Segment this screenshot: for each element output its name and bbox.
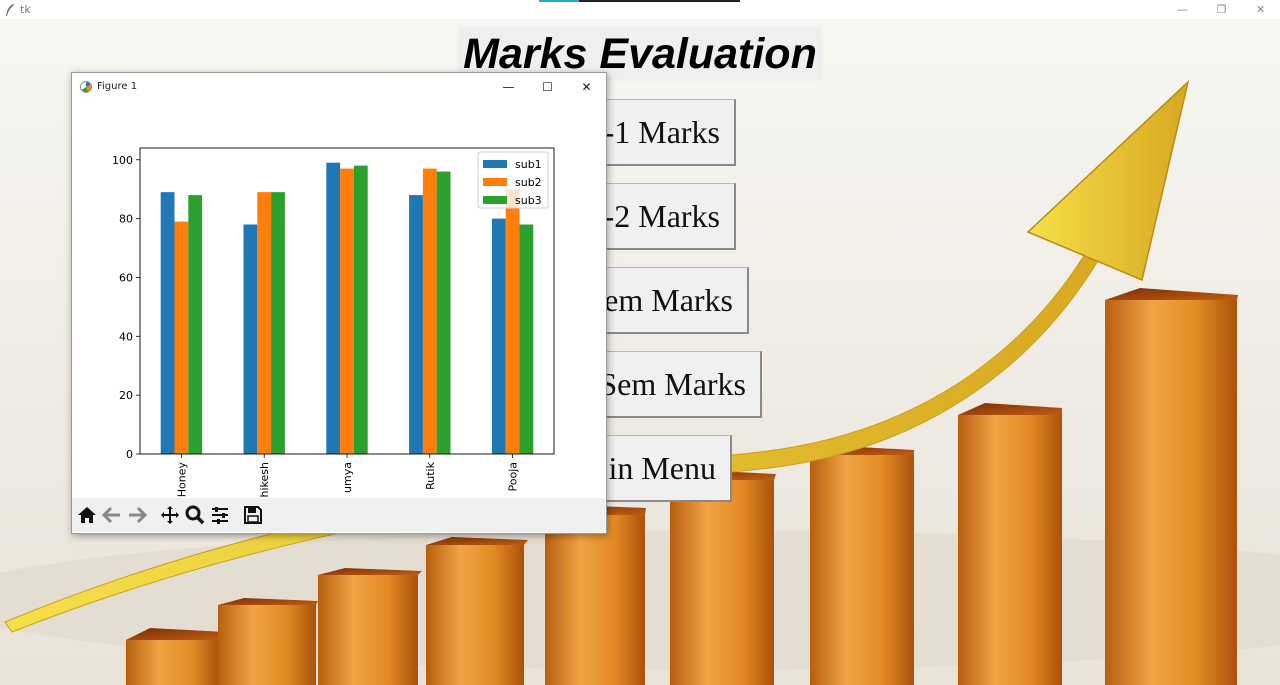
home-button[interactable]	[75, 503, 99, 527]
save-button[interactable]	[241, 503, 265, 527]
y-tick-label: 80	[119, 213, 133, 226]
app-titlebar: tk — ❐ ✕	[0, 0, 1280, 19]
back-arrow-icon	[102, 506, 120, 524]
button-label: -1 Marks	[603, 113, 720, 150]
maximize-icon: ☐	[542, 79, 553, 94]
y-tick-label: 40	[119, 330, 133, 343]
forward-arrow-icon	[129, 506, 147, 524]
close-icon: ✕	[581, 79, 592, 94]
plot-frame	[139, 147, 555, 455]
x-tick-label: Rutik	[424, 461, 437, 489]
figure-minimize-button[interactable]: —	[489, 73, 528, 100]
bar-sub3-0	[188, 195, 203, 455]
bar-sub1-1	[243, 224, 258, 454]
button-label: -2 Marks	[603, 197, 720, 234]
minimize-button[interactable]: —	[1163, 0, 1202, 19]
back-button[interactable]	[100, 503, 124, 527]
bar-chart: 0 20 40 60 80 100 Honey hikesh umya Rutik Pooja sub…	[112, 147, 555, 498]
figure-titlebar[interactable]: Figure 1 — ☐ ✕	[72, 73, 606, 100]
y-tick-label: 20	[119, 389, 133, 402]
figure-toolbar	[72, 498, 606, 532]
legend-label: sub3	[515, 194, 542, 207]
zoom-button[interactable]	[183, 503, 207, 527]
configure-subplots-button[interactable]	[208, 503, 232, 527]
button-label: em Marks	[604, 281, 733, 318]
forward-button[interactable]	[125, 503, 149, 527]
restore-button[interactable]: ❐	[1202, 0, 1241, 19]
x-tick-label: umya	[341, 462, 354, 493]
bar-sub2-2	[340, 168, 354, 454]
bar-sub2-1	[257, 192, 272, 454]
bar-sub3-4	[519, 224, 534, 454]
zoom-icon	[185, 505, 205, 525]
bar-sub3-2	[353, 165, 368, 454]
app-title: tk	[20, 3, 31, 16]
button-label: Sem Marks	[599, 365, 746, 402]
restore-icon: ❐	[1216, 3, 1227, 16]
legend-swatch-sub1	[483, 160, 507, 168]
pan-button[interactable]	[158, 503, 182, 527]
bar-sub2-3	[422, 168, 437, 454]
configure-subplots-icon	[212, 507, 228, 524]
minimize-icon: —	[502, 79, 515, 94]
figure-title: Figure 1	[97, 81, 138, 92]
bar-sub3-3	[436, 171, 451, 454]
tk-feather-icon	[6, 3, 14, 16]
figure-maximize-button[interactable]: ☐	[528, 73, 567, 100]
x-tick-label: hikesh	[258, 462, 271, 498]
save-icon	[244, 506, 262, 524]
x-tick-label: Pooja	[507, 462, 520, 492]
bar-sub2-0	[174, 221, 189, 454]
figure-window[interactable]: Figure 1 — ☐ ✕ 0 20 40 60 80 100 Honey hikesh um…	[71, 72, 607, 534]
bar-sub1-0	[160, 192, 175, 454]
bar-sub1-2	[326, 162, 341, 454]
bar-sub1-3	[409, 195, 423, 455]
progress-track	[579, 0, 740, 2]
y-tick-label: 0	[126, 448, 133, 461]
legend-swatch-sub3	[483, 196, 507, 204]
pan-icon	[161, 506, 179, 524]
button-label: in Menu	[608, 449, 716, 486]
minimize-icon: —	[1177, 3, 1188, 16]
legend-label: sub2	[515, 176, 542, 189]
legend-label: sub1	[515, 158, 542, 171]
bar-sub1-4	[491, 218, 506, 454]
progress-indicator	[539, 0, 579, 2]
y-tick-label: 60	[119, 271, 133, 284]
matplotlib-icon	[80, 80, 92, 93]
y-tick-label: 100	[112, 154, 133, 167]
close-icon: ✕	[1255, 3, 1266, 16]
background-bars	[126, 288, 1238, 685]
bar-sub3-1	[271, 192, 285, 454]
home-icon	[78, 507, 96, 523]
bar-sub2-4	[505, 189, 520, 454]
legend-swatch-sub2	[483, 178, 507, 186]
close-button[interactable]: ✕	[1241, 0, 1280, 19]
x-tick-label: Honey	[175, 462, 188, 498]
figure-close-button[interactable]: ✕	[567, 73, 606, 100]
